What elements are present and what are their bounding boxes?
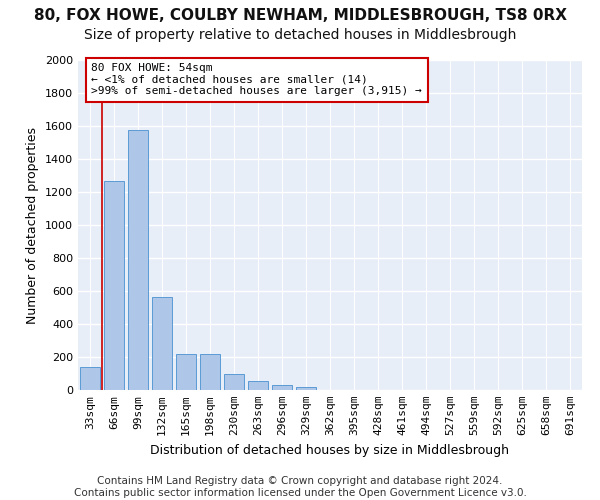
Text: Contains HM Land Registry data © Crown copyright and database right 2024.
Contai: Contains HM Land Registry data © Crown c… <box>74 476 526 498</box>
Bar <box>248 381 268 390</box>
Bar <box>80 367 100 390</box>
Y-axis label: Number of detached properties: Number of detached properties <box>26 126 40 324</box>
Text: 80 FOX HOWE: 54sqm
← <1% of detached houses are smaller (14)
>99% of semi-detach: 80 FOX HOWE: 54sqm ← <1% of detached hou… <box>91 64 422 96</box>
Bar <box>296 386 316 390</box>
Bar <box>200 354 220 390</box>
Bar <box>176 354 196 390</box>
Text: Size of property relative to detached houses in Middlesbrough: Size of property relative to detached ho… <box>84 28 516 42</box>
X-axis label: Distribution of detached houses by size in Middlesbrough: Distribution of detached houses by size … <box>151 444 509 456</box>
Bar <box>272 385 292 390</box>
Bar <box>152 297 172 390</box>
Bar <box>224 374 244 390</box>
Text: 80, FOX HOWE, COULBY NEWHAM, MIDDLESBROUGH, TS8 0RX: 80, FOX HOWE, COULBY NEWHAM, MIDDLESBROU… <box>34 8 566 22</box>
Bar <box>104 182 124 390</box>
Bar <box>128 130 148 390</box>
